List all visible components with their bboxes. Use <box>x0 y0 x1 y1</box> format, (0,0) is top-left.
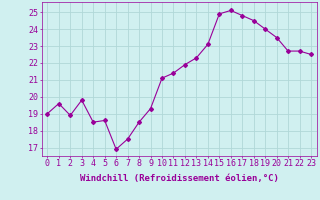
X-axis label: Windchill (Refroidissement éolien,°C): Windchill (Refroidissement éolien,°C) <box>80 174 279 183</box>
